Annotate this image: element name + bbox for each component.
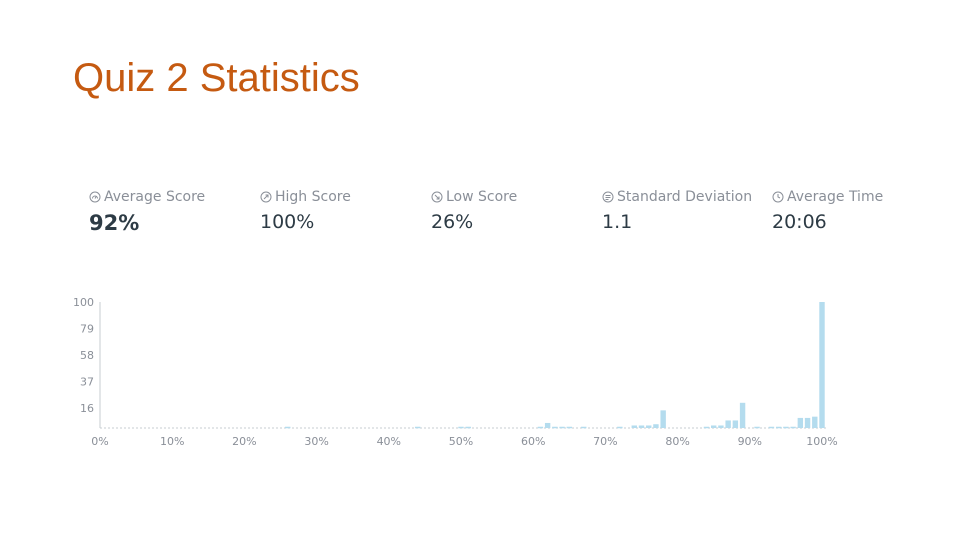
gauge-icon xyxy=(89,191,101,203)
stat-label: Average Time xyxy=(787,189,884,205)
y-tick-label: 79 xyxy=(80,322,94,335)
arrow-up-right-icon xyxy=(260,191,272,203)
x-tick-label: 40% xyxy=(377,435,401,448)
stat-value: 1.1 xyxy=(602,211,633,233)
y-tick-label: 100 xyxy=(73,296,94,309)
score-bar xyxy=(458,426,464,429)
stat-average-score: Average Score 92% xyxy=(89,188,205,235)
score-bar xyxy=(285,426,291,429)
x-tick-label: 60% xyxy=(521,435,545,448)
x-tick-label: 80% xyxy=(665,435,689,448)
score-bar xyxy=(465,426,471,429)
score-bar xyxy=(566,426,572,429)
x-tick-label: 70% xyxy=(593,435,617,448)
score-bar xyxy=(812,416,818,428)
x-tick-label: 0% xyxy=(91,435,108,448)
stat-low-score: Low Score 26% xyxy=(431,188,517,233)
stat-label: High Score xyxy=(275,189,351,205)
y-tick-label: 58 xyxy=(80,349,94,362)
score-bar xyxy=(660,410,666,428)
score-bar xyxy=(739,402,746,428)
score-bar xyxy=(804,417,811,428)
score-bar xyxy=(768,426,775,429)
score-bar xyxy=(725,420,731,428)
score-bar xyxy=(790,426,796,429)
x-tick-label: 100% xyxy=(806,435,837,448)
score-bar xyxy=(617,426,623,429)
score-bar xyxy=(711,425,717,428)
stat-high-score: High Score 100% xyxy=(260,188,351,233)
score-bar xyxy=(703,426,710,429)
x-tick-label: 20% xyxy=(232,435,256,448)
score-bar xyxy=(552,426,558,429)
score-bar xyxy=(414,426,421,429)
score-bar xyxy=(718,425,724,428)
y-tick-label: 37 xyxy=(80,375,94,388)
score-bar xyxy=(638,425,645,428)
arrow-down-right-icon xyxy=(431,191,443,203)
page-title: Quiz 2 Statistics xyxy=(73,56,360,100)
score-bar xyxy=(646,425,652,428)
stat-average-time: Average Time 20:06 xyxy=(772,188,883,233)
score-bar xyxy=(537,426,544,429)
score-bar xyxy=(732,420,739,428)
stat-value: 92% xyxy=(89,211,140,235)
score-bar xyxy=(797,417,804,428)
score-bar xyxy=(819,302,825,428)
stat-value: 26% xyxy=(431,211,474,233)
score-bar xyxy=(544,422,551,428)
deviation-icon xyxy=(602,191,614,203)
x-tick-label: 30% xyxy=(304,435,328,448)
x-tick-label: 10% xyxy=(160,435,184,448)
stat-label: Standard Deviation xyxy=(617,189,753,205)
stat-label: Average Score xyxy=(104,189,206,205)
score-bar xyxy=(559,426,565,429)
clock-icon xyxy=(772,191,784,203)
score-bar xyxy=(581,426,587,429)
score-bar xyxy=(754,426,760,429)
score-bar xyxy=(653,424,659,428)
score-bar xyxy=(775,426,782,429)
stat-value: 100% xyxy=(260,211,315,233)
score-bar xyxy=(631,425,637,428)
stat-label: Low Score xyxy=(446,189,518,205)
stat-value: 20:06 xyxy=(772,211,827,233)
score-distribution-chart: 100 79 58 37 16 0% 10% 20% 30% 40% 50% 60% 70% 80% 90%… xyxy=(73,296,838,448)
x-tick-label: 90% xyxy=(738,435,762,448)
stat-standard-deviation: Standard Deviation 1.1 xyxy=(602,188,752,233)
y-tick-label: 16 xyxy=(80,402,94,415)
score-bar xyxy=(783,426,789,429)
x-tick-label: 50% xyxy=(449,435,473,448)
